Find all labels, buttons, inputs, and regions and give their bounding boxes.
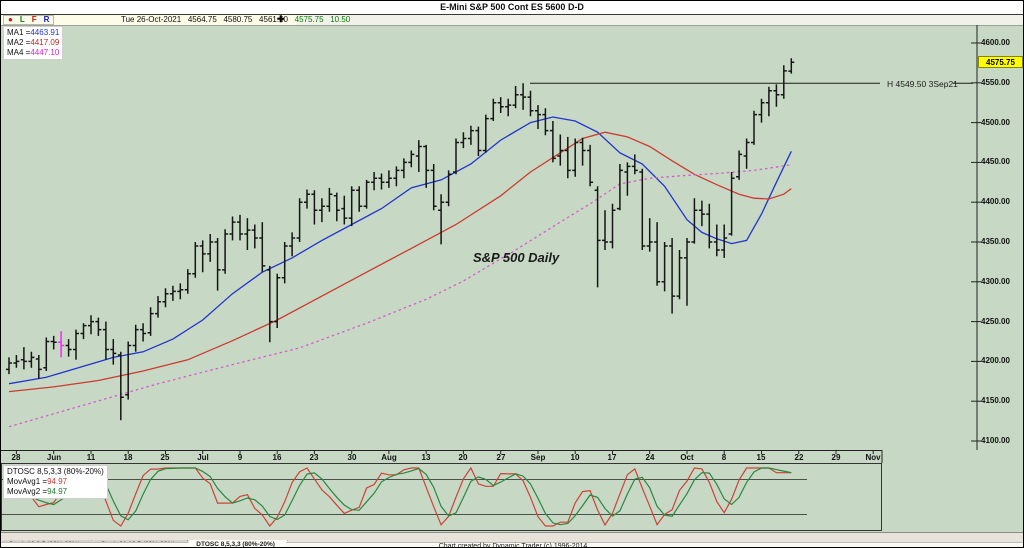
date-axis: 28 Jun 11 18 25 Jul 9 16 23 30 Aug 13 20 27 Sep 10 17 24 O… [1,450,1023,463]
date-axis-label: 20 [458,453,468,462]
date-axis-label: 10 [570,453,580,462]
oscillator-legend: DTOSC 8,5,3,3 (80%-20%) MovAvg1 =94.97 M… [3,465,108,499]
price-axis-label: 4150.00 [981,396,1010,405]
last-price-tag: 4575.75 [978,56,1023,68]
date-axis-label: 28 [11,453,21,462]
price-axis-label: 4350.00 [981,237,1010,246]
date-axis-label: Jul [197,453,209,462]
window-title: E-Mini S&P 500 Cont ES 5600 D-D [1,1,1023,15]
date-axis-label: 23 [309,453,319,462]
price-axis-label: 4300.00 [981,277,1010,286]
high-annotation-label: H 4549.50 3Sep21 [887,79,958,89]
quote-open: 4564.75 [187,15,217,24]
price-axis-label: 4100.00 [981,436,1010,445]
date-axis-label: 15 [756,453,766,462]
date-axis-label: Jun [46,453,62,462]
date-axis-ticks [1,450,883,463]
oscillator-movavg1: MovAvg1 =94.97 [7,477,68,486]
price-axis-label: 4600.00 [981,38,1010,47]
date-axis-label: 16 [272,453,282,462]
oscillator-movavg2: MovAvg2 =94.97 [7,487,68,496]
l-button[interactable]: L [19,15,25,24]
chart-watermark-label: S&P 500 Daily [473,250,560,265]
price-chart-canvas[interactable] [1,25,1024,450]
date-axis-label: 8 [721,453,727,462]
ma-legend-row: MA4 =4447.10 [7,48,60,57]
price-axis-label: 4200.00 [981,356,1010,365]
ma-legend-row: MA1 =4463.91 [7,28,60,37]
date-axis-label: 9 [237,453,243,462]
date-axis-label: 18 [123,453,133,462]
r-button[interactable]: R [43,15,50,24]
date-axis-label: 30 [347,453,357,462]
price-axis-label: 4500.00 [981,118,1010,127]
date-axis-label: 27 [496,453,506,462]
ma-legend-row: MA2 =4417.09 [7,38,60,47]
price-axis-label: 4400.00 [981,197,1010,206]
date-axis-label: 25 [160,453,170,462]
date-axis-label: 24 [645,453,655,462]
date-axis-label: Aug [381,453,397,462]
price-axis-label: 4550.00 [981,78,1010,87]
price-axis-label: 4450.00 [981,157,1010,166]
toolbar-button-cluster: ● L F R [3,15,55,25]
quote-date: Tue 26-Oct-2021 [121,15,182,24]
date-axis-label: 17 [607,453,617,462]
indicator-tab[interactable]: DTOSC 8,5,3,3 (80%-20%) [183,540,288,548]
quote-toolbar: ● L F R Tue 26-Oct-2021 4564.75 4580.75 456… [1,14,1023,26]
quote-close: 4575.75 [294,15,324,24]
quote-readout: Tue 26-Oct-2021 4564.75 4580.75 4561.50 … [121,15,350,25]
price-axis-label: 4250.00 [981,317,1010,326]
oscillator-canvas[interactable] [1,463,1024,531]
date-axis-label: 11 [86,453,96,462]
quote-low: 4561.50 [259,15,288,24]
date-axis-label: 13 [421,453,431,462]
date-axis-label: Oct [680,453,694,462]
crosshair-tool-icon[interactable]: ✚ [277,14,285,24]
ma-legend: MA1 =4463.91 MA2 =4417.09 MA4 =4447.10 [3,26,64,60]
date-axis-label: Sep [530,453,546,462]
f-button[interactable]: F [31,15,37,24]
quote-strip-background [1,15,297,25]
footer-credit: Chart created by Dynamic Trader (c) 1996… [1,542,1023,547]
oscillator-title: DTOSC 8,5,3,3 (80%-20%) [7,467,104,476]
date-axis-label: Nov [865,453,881,462]
quote-high: 4580.75 [223,15,253,24]
date-axis-label: 22 [794,453,804,462]
record-dot-button[interactable]: ● [8,15,13,24]
date-axis-label: 29 [831,453,841,462]
quote-change: 10.50 [330,15,351,24]
